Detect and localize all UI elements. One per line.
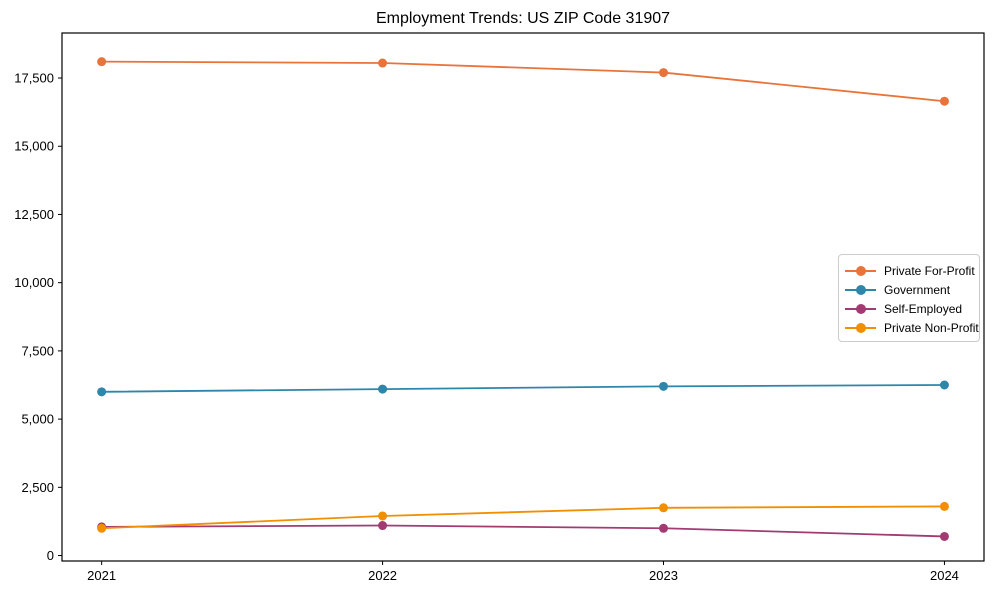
- data-point-government-2022: [378, 384, 388, 394]
- data-point-government-2024: [939, 380, 949, 390]
- legend-marker-icon: [845, 284, 876, 295]
- y-tick-label: 7,500: [21, 343, 54, 358]
- series-line-government: [101, 384, 945, 393]
- data-point-private-for-profit-2023: [659, 68, 669, 78]
- x-tick-label: 2023: [649, 568, 678, 583]
- data-point-self-employed-2024: [939, 531, 949, 541]
- y-tick-label: 0: [47, 548, 54, 563]
- series-line-private-non-profit: [101, 505, 945, 530]
- y-tick-label: 15,000: [14, 139, 54, 154]
- y-tick-label: 17,500: [14, 71, 54, 86]
- x-tick-label: 2022: [368, 568, 397, 583]
- legend-item-private-non-profit: Private Non-Profit: [843, 318, 979, 337]
- legend-label: Self-Employed: [884, 301, 963, 316]
- legend-marker-icon: [845, 265, 876, 276]
- axes-box: [61, 32, 985, 562]
- data-point-government-2023: [659, 381, 669, 391]
- legend-item-self-employed: Self-Employed: [843, 299, 975, 318]
- data-point-government-2021: [97, 387, 107, 397]
- series-line-self-employed: [101, 524, 945, 538]
- legend-label: Private For-Profit: [884, 263, 975, 278]
- legend-label: Private Non-Profit: [884, 320, 979, 335]
- data-point-private-for-profit-2022: [378, 58, 388, 68]
- legend-label: Government: [884, 282, 951, 297]
- y-tick-label: 5,000: [21, 412, 54, 427]
- legend: Private For-Profit Government Self-Employe…: [838, 254, 980, 342]
- data-point-self-employed-2022: [378, 521, 388, 531]
- data-point-private-non-profit-2023: [659, 503, 669, 513]
- x-tick-label: 2021: [87, 568, 116, 583]
- data-point-self-employed-2023: [659, 523, 669, 533]
- legend-item-private-for-profit: Private For-Profit: [843, 261, 975, 280]
- y-tick-label: 2,500: [21, 480, 54, 495]
- chart-title: Employment Trends: US ZIP Code 31907: [375, 10, 671, 27]
- legend-marker-icon: [845, 303, 876, 314]
- legend-marker-icon: [845, 322, 876, 333]
- y-tick-label: 10,000: [14, 275, 54, 290]
- data-point-private-non-profit-2021: [97, 523, 107, 533]
- series-line-private-for-profit: [101, 60, 945, 103]
- x-tick-label: 2024: [930, 568, 959, 583]
- data-point-private-non-profit-2024: [939, 501, 949, 511]
- data-point-private-non-profit-2022: [378, 511, 388, 521]
- data-point-private-for-profit-2024: [939, 96, 949, 106]
- legend-item-government: Government: [843, 280, 975, 299]
- y-tick-label: 12,500: [14, 207, 54, 222]
- data-point-private-for-profit-2021: [97, 57, 107, 67]
